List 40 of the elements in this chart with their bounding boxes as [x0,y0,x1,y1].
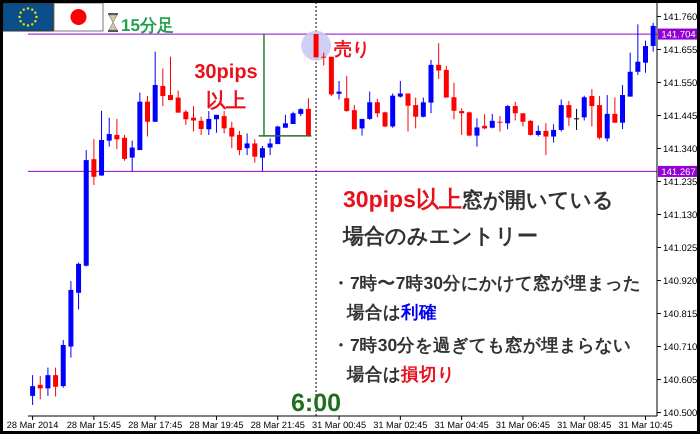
annotation: 6:00 [291,389,342,417]
y-tick-label: 141.655 [663,44,698,56]
annotation: 損切り [400,364,455,384]
x-tick-label: 31 Mar 10:45 [618,420,673,430]
ref-line-label: 141.267 [661,167,696,178]
ref-label: 141.704 [658,28,699,41]
annotation: ・7時30分を過ぎても窓が埋まらない [332,335,632,355]
ref-line-label: 141.704 [661,30,696,41]
y-tick-label: 140.815 [663,309,698,320]
x-tick-label: 31 Mar 08:45 [557,420,612,430]
annotation: 利確 [400,302,437,322]
annotation: 場合は [346,364,401,384]
y-tick-label: 140.710 [663,342,698,354]
annotation: 場合は [346,302,401,322]
annotation: ・7時〜7時30分にかけて窓が埋まった [332,273,641,293]
y-tick-label: 141.760 [663,12,698,23]
y-tick-label: 141.550 [663,78,698,89]
x-tick-label: 28 Mar 2014 [6,420,58,430]
y-tick-label: 140.500 [663,408,698,420]
y-tick-label: 140.605 [663,375,698,386]
x-tick-label: 28 Mar 19:45 [189,420,244,430]
annotation: 窓が開いている [462,188,614,212]
x-tick-label: 31 Mar 02:45 [373,420,428,430]
annotation: 場合のみエントリー [342,225,538,248]
x-tick-label: 31 Mar 06:45 [496,420,550,430]
x-tick-label: 31 Mar 04:45 [434,420,489,430]
y-tick-label: 141.235 [663,176,698,188]
y-tick-label: 141.130 [663,210,698,221]
y-tick-label: 141.445 [663,110,698,122]
x-tick-label: 28 Mar 15:45 [66,420,121,430]
y-tick-label: 140.920 [663,276,698,288]
text: 15分足 [121,16,174,35]
y-tick-label: 141.025 [663,243,698,254]
annotation: 30pips 以上 [194,61,258,112]
x-tick-label: 28 Mar 21:45 [250,420,305,430]
annotation: 30pips以上 [343,186,462,212]
y-tick-label: 141.340 [663,144,698,155]
annotation: 売り [334,39,370,60]
x-tick-label: 28 Mar 17:45 [128,420,182,430]
x-tick-label: 31 Mar 00:45 [312,420,366,430]
